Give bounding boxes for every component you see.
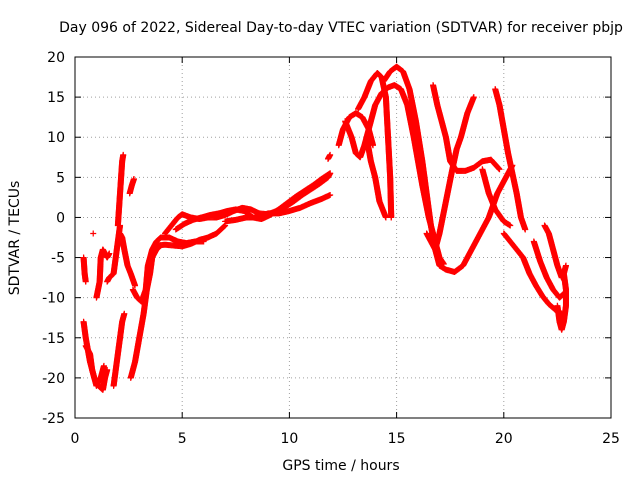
- y-tick-label: 5: [56, 170, 65, 186]
- data-point: [120, 151, 127, 158]
- series-arc4: [90, 230, 97, 237]
- x-tick-label: 0: [71, 431, 80, 447]
- data-point: [327, 191, 334, 198]
- x-tick-label: 25: [602, 431, 620, 447]
- data-point: [388, 214, 395, 221]
- x-tick-label: 10: [280, 431, 298, 447]
- series-arc13: [153, 222, 229, 250]
- series-arc8: [114, 151, 127, 229]
- y-tick-label: -5: [51, 251, 65, 267]
- data-point: [121, 310, 128, 317]
- x-tick-label: 5: [178, 431, 187, 447]
- series-arc18: [335, 110, 377, 149]
- plot-frame: [74, 56, 612, 419]
- y-tick-label: -25: [42, 411, 65, 427]
- data-point: [82, 278, 89, 285]
- y-axis-label: SDTVAR / TECUs: [7, 181, 23, 296]
- data-points: [80, 63, 569, 393]
- series-arc5: [93, 246, 113, 301]
- data-point: [130, 175, 137, 182]
- y-tick-label: 10: [47, 130, 65, 146]
- series-arc21: [363, 134, 389, 221]
- series-arc23: [423, 94, 477, 253]
- series-arc20: [355, 70, 395, 221]
- data-point: [106, 250, 113, 257]
- series-arc3: [80, 254, 89, 285]
- y-tick-label: -20: [42, 371, 65, 387]
- series-arc22: [380, 63, 516, 275]
- data-point: [327, 151, 334, 158]
- y-tick-label: 20: [47, 50, 65, 66]
- series-arc17: [324, 151, 334, 162]
- y-tick-label: 15: [47, 90, 65, 106]
- y-tick-label: -10: [42, 291, 65, 307]
- y-tick-label: 0: [56, 210, 65, 226]
- series-arc16: [222, 191, 334, 225]
- series-arc2: [82, 342, 107, 389]
- x-tick-label: 15: [388, 431, 406, 447]
- x-tick-label: 20: [495, 431, 513, 447]
- chart-title: Day 096 of 2022, Sidereal Day-to-day VTE…: [59, 20, 623, 36]
- data-point: [132, 282, 139, 289]
- data-point: [100, 362, 107, 369]
- series-arc9: [117, 230, 139, 289]
- data-point: [382, 214, 389, 221]
- x-axis-label: GPS time / hours: [282, 458, 399, 474]
- data-point: [327, 170, 334, 177]
- series-arc7: [110, 310, 128, 389]
- series-arc10: [126, 175, 137, 197]
- grid-lines: [75, 57, 611, 418]
- y-tick-label: -15: [42, 331, 65, 347]
- data-point: [90, 230, 97, 237]
